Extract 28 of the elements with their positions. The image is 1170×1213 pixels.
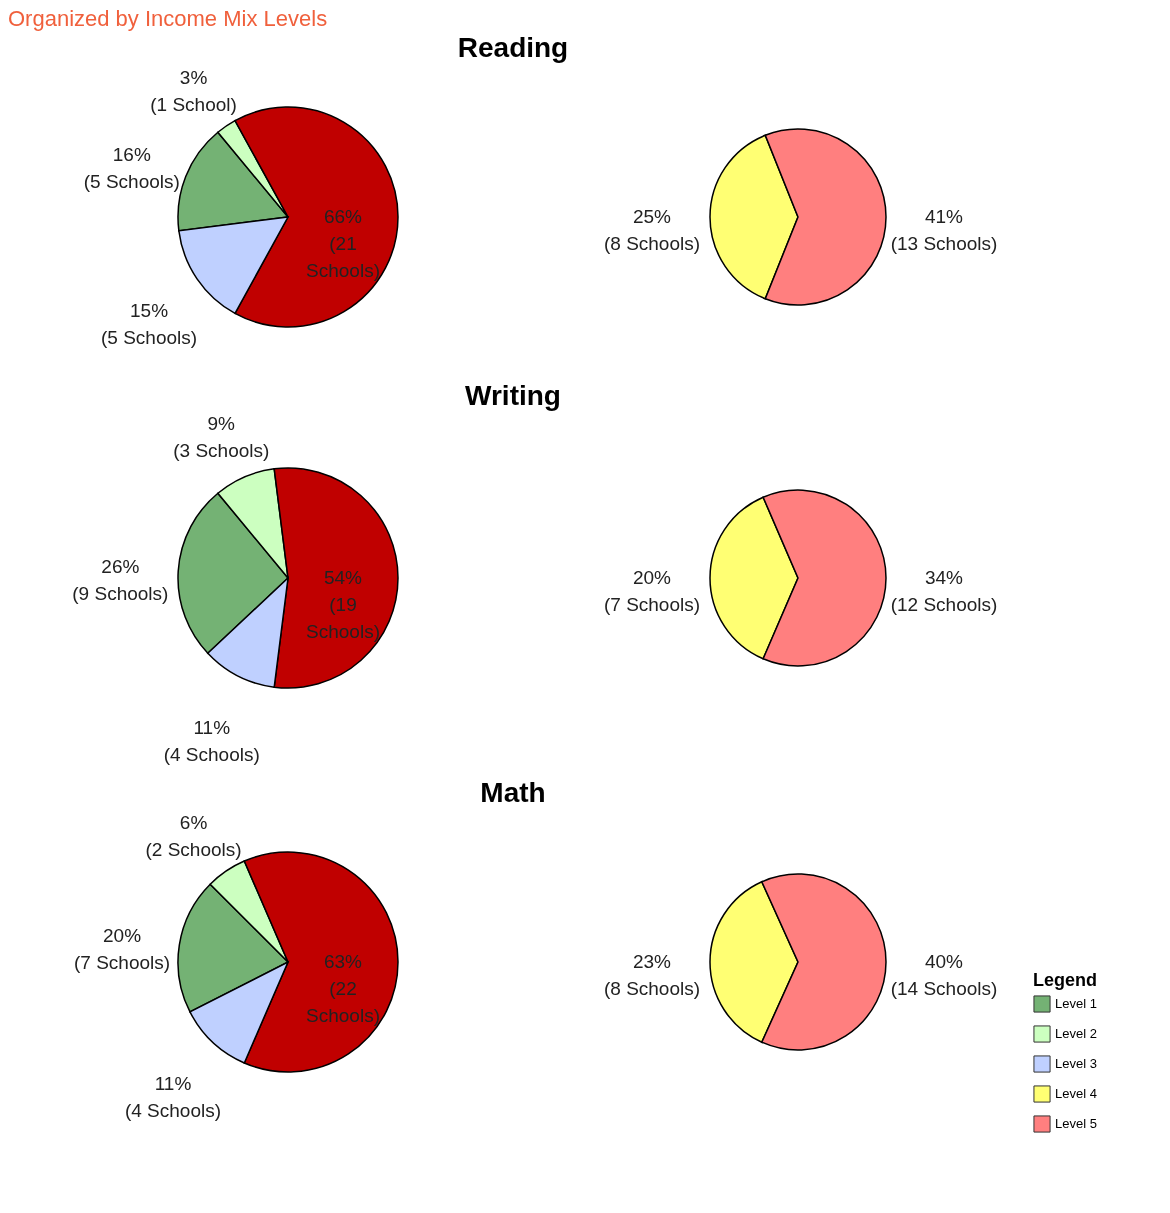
legend-label: Level 3 [1055,1056,1097,1071]
data-label: 11% (4 Schools) [163,716,260,765]
data-label: 6% (2 Schools) [145,812,242,861]
text: Math [480,777,546,808]
legend-label: Level 4 [1055,1086,1097,1101]
data-label: 20% (7 Schools) [603,567,701,615]
data-label: 25% (8 Schools) [603,206,701,254]
data-label: 66% (21 Schools) [306,206,380,281]
data-label: 16% (5 Schools) [83,144,180,193]
data-label: 34% (12 Schools) [890,567,998,615]
legend-title: Legend [1033,970,1098,990]
data-label: 40% (14 Schools) [890,951,998,999]
data-label: 63% (22 Schools) [306,951,380,1026]
data-label: 23% (8 Schools) [603,951,701,999]
data-label: 41% (13 Schools) [890,206,998,254]
data-label: 3% (1 School) [150,67,237,116]
data-label: 54% (19 Schools) [306,567,380,642]
legend-label: Level 2 [1055,1026,1097,1041]
legend-label: Level 5 [1055,1116,1097,1131]
data-label: 15% (5 Schools) [101,300,198,349]
data-label: 9% (3 Schools) [173,412,270,461]
chart-title: Reading [457,32,569,63]
text: Organized by Income Mix Levels [8,6,328,31]
data-label: 11% (4 Schools) [124,1073,222,1122]
text: Writing [465,379,561,411]
data-label: 26% (9 Schools) [72,556,169,605]
legend-label: Level 1 [1055,996,1097,1011]
data-label: 20% (7 Schools) [74,924,171,973]
